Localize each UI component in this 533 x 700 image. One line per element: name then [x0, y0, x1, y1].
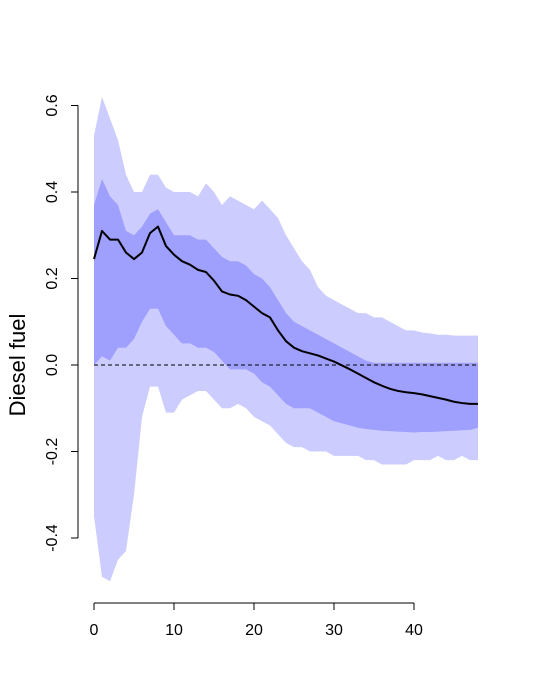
inner-confidence-band [94, 179, 478, 433]
estimate-series [93, 225, 478, 405]
x-tick-label: 0 [90, 622, 99, 639]
y-axis-label: Diesel fuel [5, 314, 30, 417]
y-tick-label: 0.4 [44, 181, 61, 203]
x-tick-label: 40 [405, 622, 423, 639]
y-tick-label: 0.6 [44, 94, 61, 116]
y-tick-label: 0.0 [44, 354, 61, 376]
y-tick-label: -0.4 [44, 524, 61, 552]
confidence-bands [94, 96, 478, 582]
x-tick-label: 20 [245, 622, 263, 639]
y-tick-label: 0.2 [44, 267, 61, 289]
y-tick-label: -0.2 [44, 438, 61, 466]
axes [71, 105, 415, 610]
tick-labels: -0.4 -0.2 0.0 0.2 0.4 0.6 0 10 20 30 40 [44, 94, 423, 639]
x-tick-label: 30 [325, 622, 343, 639]
estimate-line [93, 225, 478, 405]
x-tick-label: 10 [165, 622, 183, 639]
